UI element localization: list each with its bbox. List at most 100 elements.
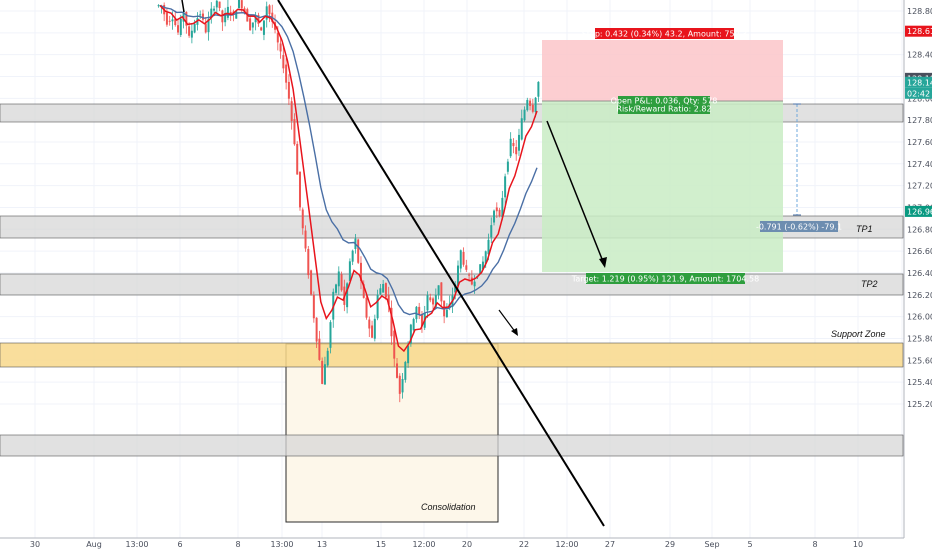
- candle-body: [362, 284, 365, 298]
- candle-body: [165, 12, 168, 25]
- tp2-zone[interactable]: [0, 273, 904, 296]
- candle-body: [359, 262, 362, 282]
- candle-body: [484, 251, 487, 264]
- candle-body: [382, 283, 385, 293]
- candle-body: [301, 209, 304, 229]
- y-tick-label: 126.200: [907, 291, 932, 300]
- y-tick-label: 125.400: [907, 378, 932, 387]
- trend-line[interactable]: [277, 0, 605, 527]
- candles: [157, 0, 540, 403]
- candle-body: [329, 322, 332, 348]
- x-tick-label: 5: [747, 540, 752, 549]
- candle-body: [520, 118, 523, 140]
- candle-body: [371, 325, 374, 338]
- candle-body: [515, 147, 518, 155]
- x-tick-label: 22: [519, 540, 529, 549]
- candle-body: [204, 23, 207, 33]
- x-tick-label: Sep: [704, 540, 719, 549]
- candle-body: [534, 97, 537, 113]
- consolidation-label: Consolidation: [421, 502, 476, 512]
- candle-body: [373, 318, 376, 339]
- candle-body: [326, 350, 329, 366]
- candle-body: [321, 360, 324, 384]
- arrow-to-support[interactable]: [498, 309, 518, 336]
- candle-body: [493, 210, 496, 223]
- candle-body: [240, 0, 243, 9]
- candle-body: [346, 283, 349, 308]
- candle-body: [190, 30, 193, 38]
- take-profit-area[interactable]: [542, 101, 783, 272]
- candle-body: [185, 11, 188, 26]
- candle-body: [199, 14, 202, 16]
- candle-body: [473, 281, 476, 287]
- candle-body: [490, 225, 493, 238]
- candle-body: [517, 134, 520, 151]
- candle-body: [287, 81, 290, 99]
- candle-body: [420, 314, 423, 327]
- candle-body: [393, 330, 396, 359]
- stop-loss-area[interactable]: [542, 40, 783, 101]
- x-tick-label: 29: [665, 540, 675, 549]
- arrow-to-target[interactable]: [546, 120, 607, 268]
- candle-body: [379, 288, 382, 295]
- candle-body: [335, 284, 338, 293]
- candle-body: [454, 284, 457, 293]
- candle-body: [193, 23, 196, 33]
- consolidation-box[interactable]: [285, 343, 499, 523]
- price-badge: [905, 87, 932, 99]
- lower-grey-zone[interactable]: [0, 434, 904, 457]
- candle-body: [201, 13, 204, 20]
- time-axis[interactable]: [0, 538, 904, 550]
- candle-body: [157, 5, 160, 7]
- candle-body: [337, 271, 340, 287]
- candle-body: [179, 18, 182, 35]
- candle-body: [468, 274, 471, 276]
- candle-body: [470, 277, 473, 285]
- y-tick-label: 128.400: [907, 51, 932, 60]
- candle-body: [465, 265, 468, 270]
- y-tick-label: 126.600: [907, 247, 932, 256]
- stop-label: Stop: 0.432 (0.34%) 43.2, Amount: 750.3: [582, 28, 747, 39]
- candle-body: [298, 171, 301, 208]
- candle-body: [387, 295, 390, 305]
- x-tick-label: 12:00: [555, 540, 578, 549]
- support-zone[interactable]: [0, 342, 904, 368]
- candle-body: [479, 264, 482, 275]
- candle-body: [404, 361, 407, 380]
- candle-body: [218, 1, 221, 9]
- candle-body: [312, 294, 315, 319]
- candle-body: [260, 27, 263, 31]
- candle-body: [396, 363, 399, 378]
- measure-label: -0.791 (-0.62%) -79.1: [756, 221, 842, 232]
- target-label: Target: 1.219 (0.95%) 121.9, Amount: 170…: [571, 273, 759, 284]
- candle-body: [238, 0, 241, 9]
- candle-body: [226, 6, 229, 18]
- candle-body: [531, 104, 534, 112]
- candle-body: [243, 8, 246, 12]
- candle-body: [310, 270, 313, 295]
- candle-body: [529, 100, 532, 106]
- candle-body: [437, 285, 440, 296]
- candle-body: [398, 375, 401, 394]
- candle-body: [509, 138, 512, 157]
- x-tick-label: 8: [812, 540, 817, 549]
- candle-body: [523, 109, 526, 121]
- candle-body: [207, 19, 210, 33]
- candle-body: [276, 32, 279, 43]
- candle-body: [481, 261, 484, 270]
- top-left-line[interactable]: [181, 0, 185, 13]
- candle-body: [487, 239, 490, 255]
- candle-body: [456, 265, 459, 287]
- y-tick-label: 126.000: [907, 313, 932, 322]
- price-badge: [905, 76, 932, 88]
- candle-body: [251, 22, 254, 28]
- price-badge: [905, 205, 932, 217]
- candle-body: [224, 12, 227, 23]
- x-axis-ticks: 30 Aug 13:00 6 8 13:00 13 15 12:00 20 22 12:00 27 29 S…: [30, 540, 863, 549]
- x-tick-label: 13:00: [125, 540, 148, 549]
- candle-body: [459, 250, 462, 269]
- y-tick-label: 126.400: [907, 269, 932, 278]
- x-tick-label: 8: [235, 540, 240, 549]
